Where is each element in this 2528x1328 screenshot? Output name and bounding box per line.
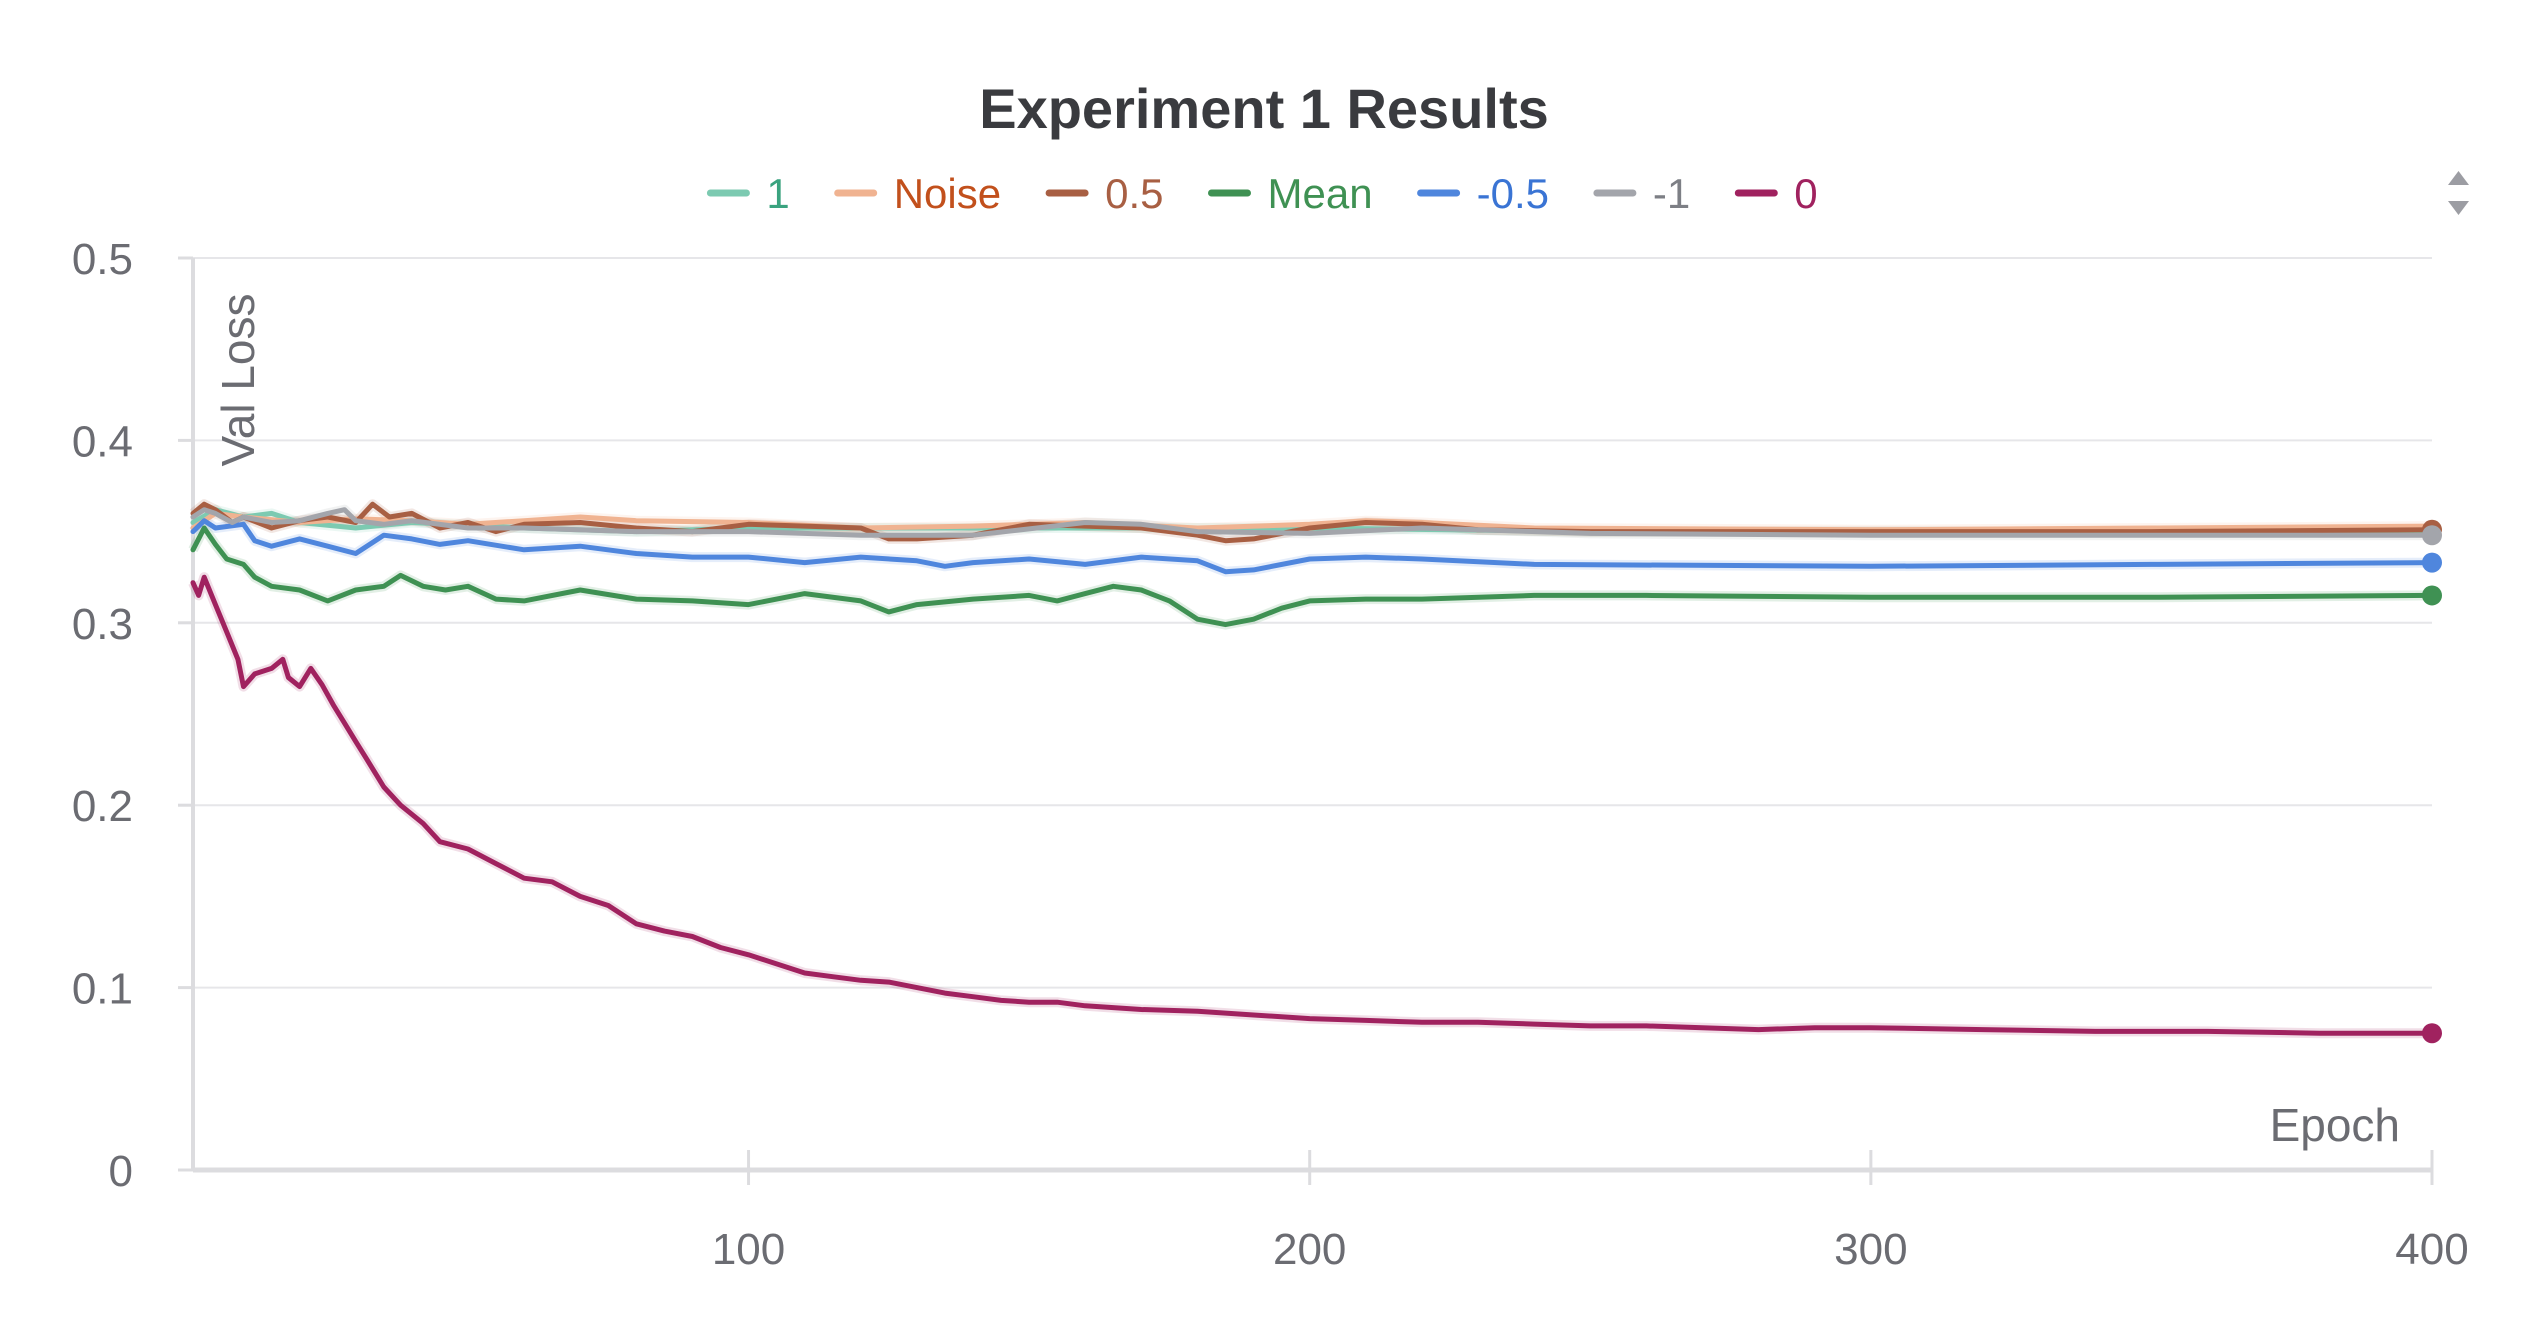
legend-label: -0.5	[1477, 170, 1549, 217]
legend-label: 1	[766, 170, 789, 217]
legend-item-5[interactable]: -1	[1593, 170, 1690, 217]
series-end-point-4[interactable]	[2422, 552, 2442, 573]
y-tick-label: 0.2	[72, 782, 133, 831]
x-tick-label: 200	[1273, 1225, 1346, 1274]
legend-item-3[interactable]: Mean	[1208, 170, 1373, 217]
legend-item-6[interactable]: 0	[1734, 170, 1818, 217]
series-line-6[interactable]	[190, 574, 2435, 1036]
legend-item-0[interactable]: 1	[706, 170, 790, 217]
x-tick-label: 300	[1834, 1225, 1907, 1274]
plot-area	[188, 499, 2442, 1044]
legend-item-4[interactable]: -0.5	[1417, 170, 1549, 217]
x-tick-label: 100	[712, 1225, 785, 1274]
x-tick-label: 400	[2395, 1225, 2468, 1274]
legend-item-2[interactable]: 0.5	[1045, 170, 1163, 217]
chart-title: Experiment 1 Results	[979, 77, 1549, 140]
legend-label: -1	[1653, 170, 1690, 217]
series-line-4[interactable]	[190, 518, 2435, 575]
y-tick-label: 0.5	[72, 235, 133, 284]
y-tick-label: 0.1	[72, 965, 133, 1014]
series-line-3[interactable]	[190, 525, 2435, 628]
legend-label: Mean	[1268, 170, 1373, 217]
legend-label: 0	[1794, 170, 1817, 217]
series-end-point-6[interactable]	[2422, 1023, 2442, 1044]
scroll-arrows-icon[interactable]	[2448, 171, 2469, 215]
grid	[193, 257, 2432, 989]
series-end-point-3[interactable]	[2422, 585, 2442, 606]
y-tick-label: 0	[109, 1147, 133, 1196]
series-line-5[interactable]	[190, 507, 2435, 538]
axes: 0 0.1 0.2 0.3 0.4 0.5 100 200 300 400	[72, 235, 2469, 1274]
legend-item-1[interactable]: Noise	[834, 170, 1001, 217]
y-axis-label: Val Loss	[212, 293, 264, 466]
legend: 1 Noise 0.5 Mean -0.5 -1 0	[706, 170, 1818, 217]
x-axis-label: Epoch	[2270, 1099, 2400, 1151]
y-tick-label: 0.4	[72, 417, 133, 466]
series-end-point-5[interactable]	[2422, 525, 2442, 546]
series-band-3	[188, 523, 2433, 630]
y-tick-label: 0.3	[72, 600, 133, 649]
legend-label: Noise	[894, 170, 1001, 217]
legend-label: 0.5	[1105, 170, 1163, 217]
